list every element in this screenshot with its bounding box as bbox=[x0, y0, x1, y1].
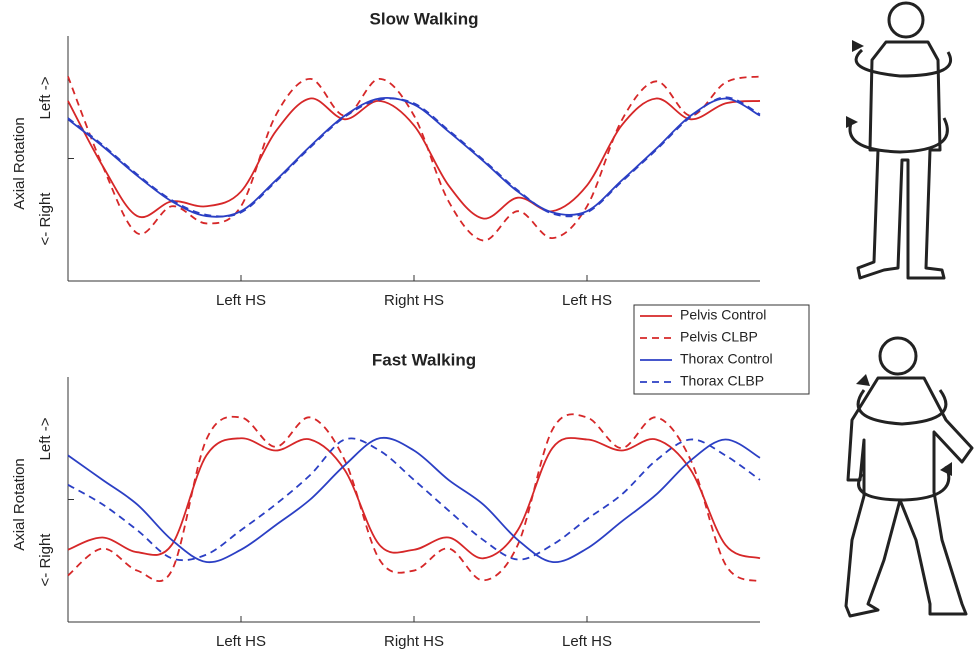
x-tick-label: Right HS bbox=[384, 633, 444, 650]
chart-title: Fast Walking bbox=[372, 350, 476, 369]
x-tick-label: Left HS bbox=[562, 292, 612, 309]
y-axis-label-positive: Left -> bbox=[37, 76, 54, 119]
x-tick-label: Left HS bbox=[562, 633, 612, 650]
y-axis-label-positive: Left -> bbox=[37, 417, 54, 460]
fast-walking-figure bbox=[846, 338, 972, 616]
x-tick-label: Left HS bbox=[216, 633, 266, 650]
chart-title: Slow Walking bbox=[370, 9, 479, 28]
x-tick-label: Right HS bbox=[384, 292, 444, 309]
x-tick-label: Left HS bbox=[216, 292, 266, 309]
slow-walking-figure bbox=[846, 3, 951, 278]
series-line bbox=[68, 438, 760, 560]
legend-label: Pelvis Control bbox=[680, 307, 766, 323]
legend-label: Thorax CLBP bbox=[680, 373, 764, 389]
legend-label: Pelvis CLBP bbox=[680, 329, 758, 345]
y-axis-label: Axial Rotation bbox=[11, 117, 28, 210]
series-line bbox=[68, 76, 760, 240]
y-axis-label-negative: <- Right bbox=[37, 192, 54, 246]
y-axis-label: Axial Rotation bbox=[11, 458, 28, 551]
y-axis-label-negative: <- Right bbox=[37, 533, 54, 587]
figure: Slow Walking Left HS Right HS Left HS Axial … bbox=[0, 0, 979, 655]
legend-label: Thorax Control bbox=[680, 351, 773, 367]
